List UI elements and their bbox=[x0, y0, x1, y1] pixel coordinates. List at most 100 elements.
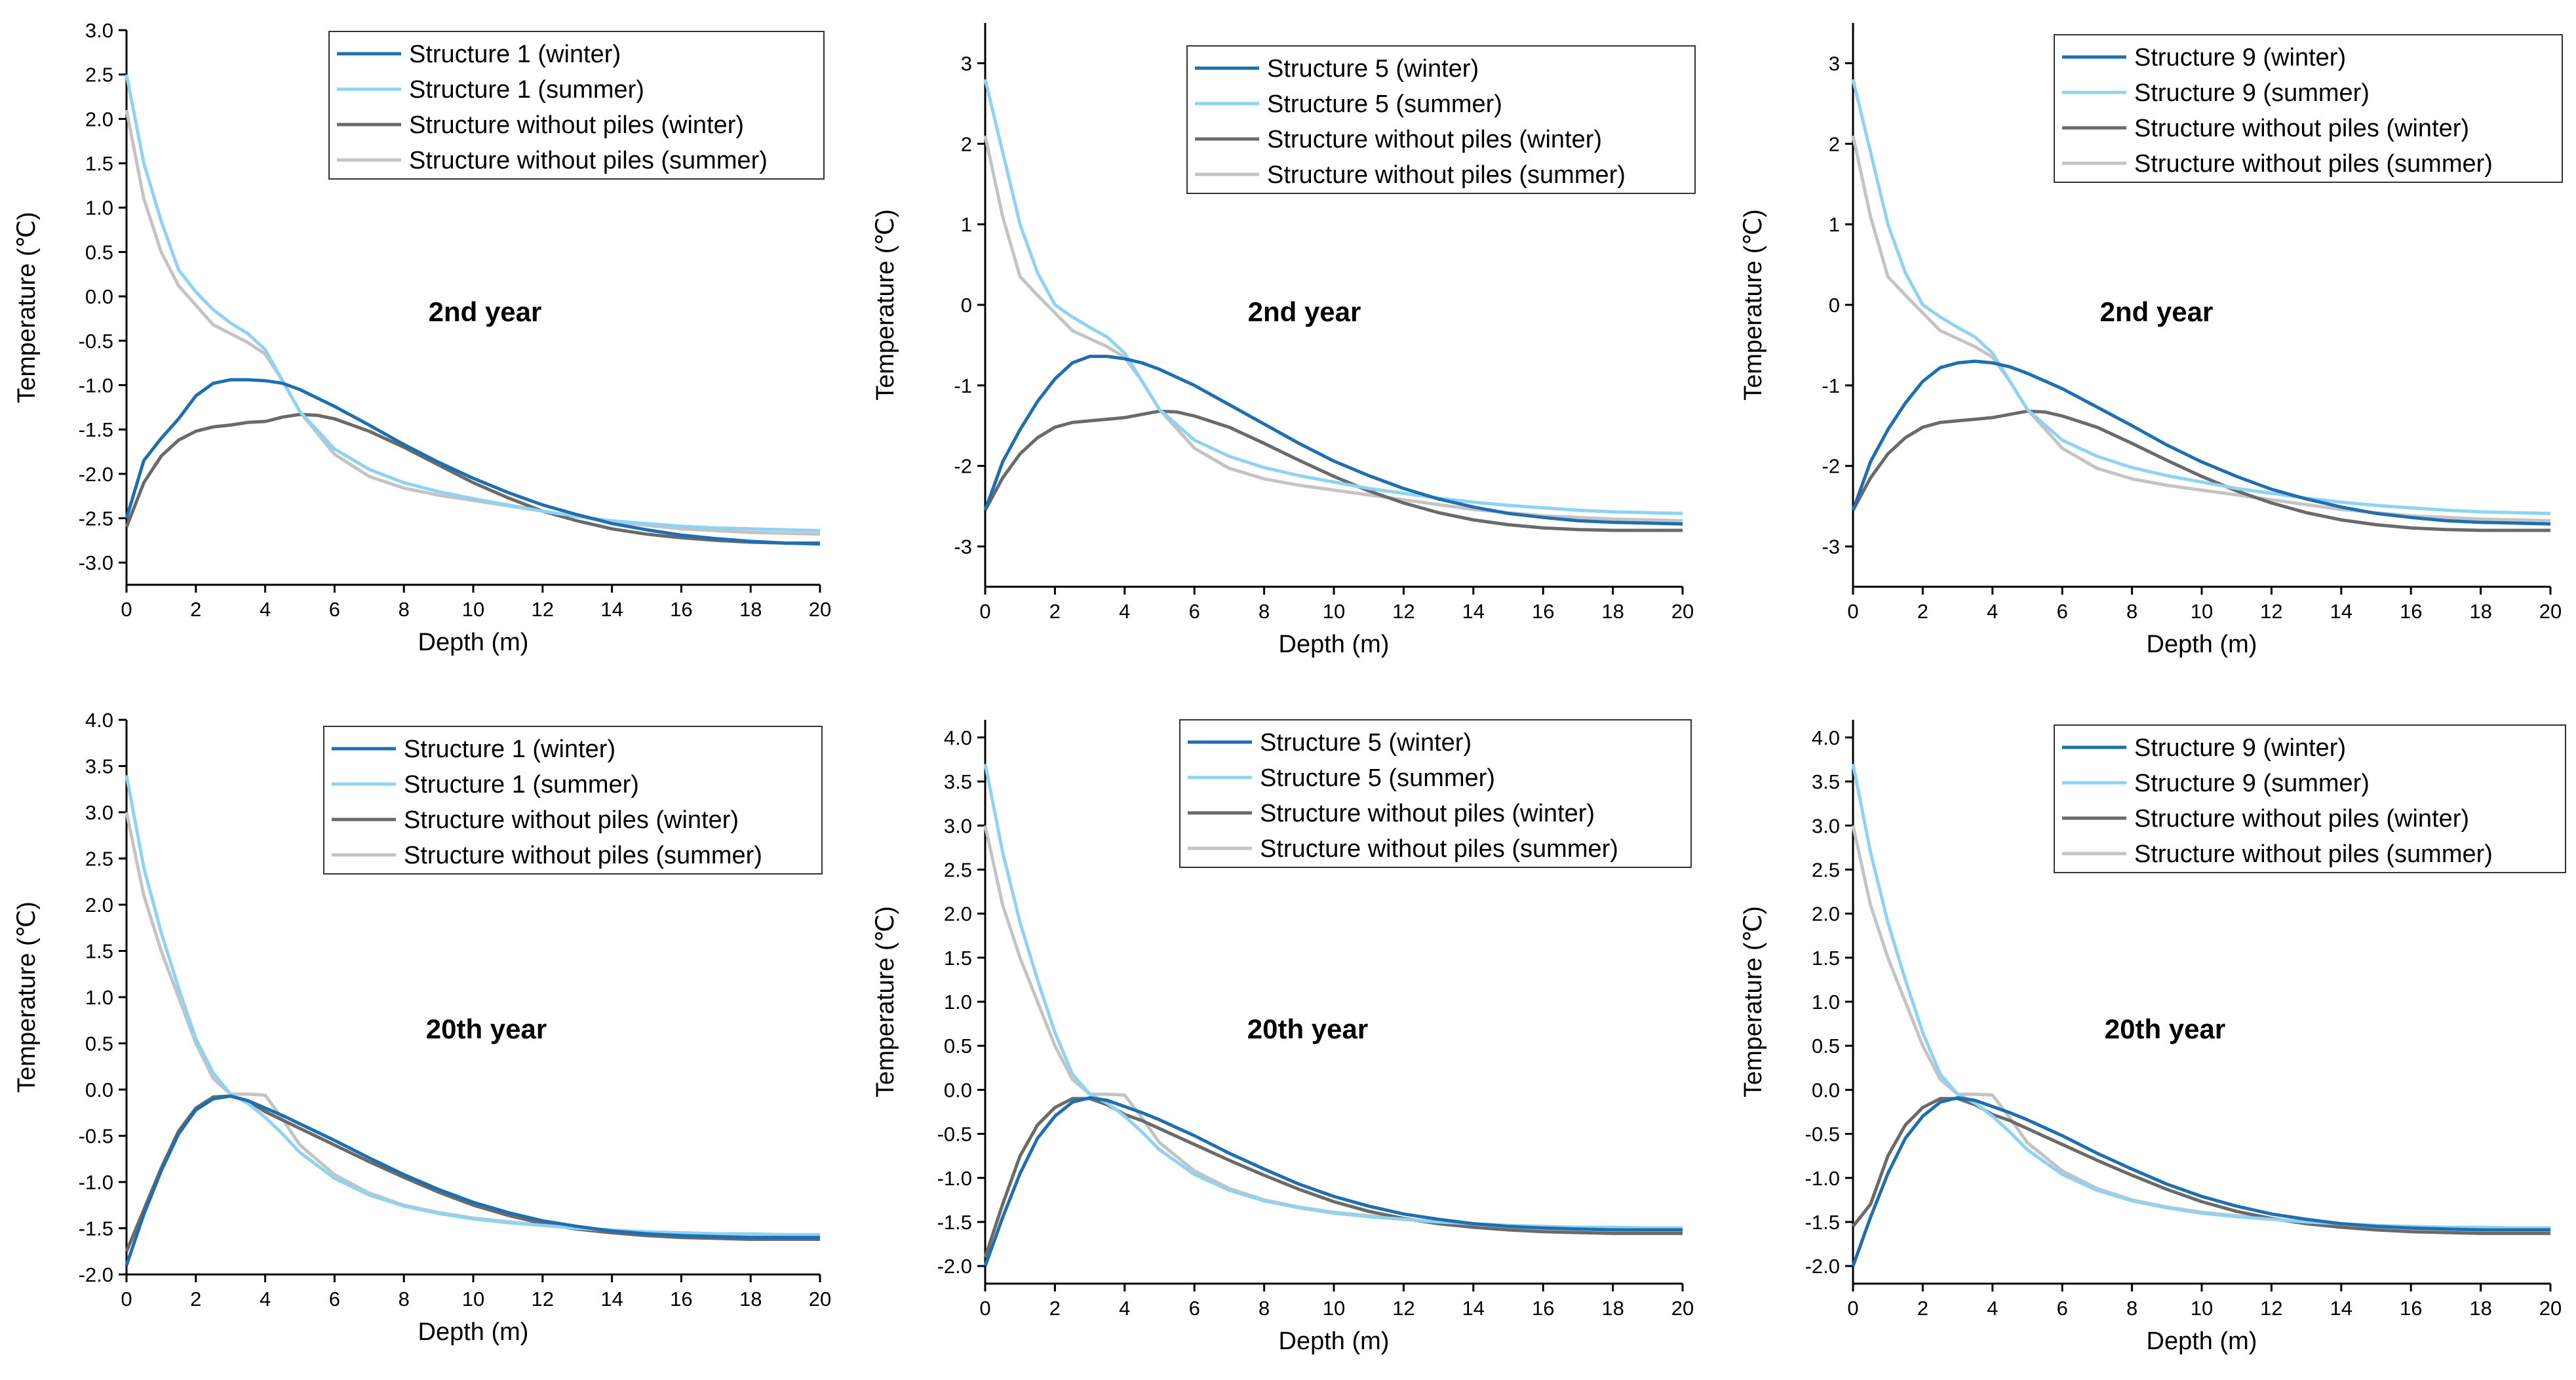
y-tick-label: 1.0 bbox=[1812, 991, 1840, 1014]
y-tick-label: -1.0 bbox=[79, 1171, 113, 1194]
y-tick-label: -2.0 bbox=[937, 1255, 972, 1278]
x-tick-label: 6 bbox=[1189, 600, 1200, 623]
legend-label: Structure without piles (summer) bbox=[2134, 840, 2493, 868]
y-tick-label: 1.0 bbox=[944, 991, 972, 1014]
legend: Structure 5 (winter) Structure 5 (summer)… bbox=[1179, 719, 1692, 868]
legend-box bbox=[2054, 724, 2566, 873]
series-line-structure-summer bbox=[125, 775, 820, 1236]
y-tick-label: 3.0 bbox=[85, 801, 113, 824]
series-line-structure-summer bbox=[1851, 79, 2551, 515]
y-tick-label: 2.5 bbox=[1812, 858, 1840, 881]
y-axis-title: Temperature (℃) bbox=[1740, 906, 1767, 1097]
x-tick-label: 0 bbox=[121, 1288, 132, 1311]
series-line-structure-winter bbox=[1851, 359, 2551, 526]
y-tick-label: 1.5 bbox=[85, 152, 113, 175]
y-tick-label: 4.0 bbox=[85, 709, 113, 732]
x-tick-label: 18 bbox=[739, 598, 762, 621]
legend-label: Structure without piles (summer) bbox=[409, 147, 768, 174]
y-tick-label: 4.0 bbox=[1812, 726, 1840, 749]
y-tick-label: 1.0 bbox=[85, 197, 113, 220]
x-tick-label: 12 bbox=[1392, 600, 1415, 623]
x-axis-title: Depth (m) bbox=[1279, 631, 1390, 658]
x-tick-label: 14 bbox=[2330, 600, 2352, 623]
y-tick-label: 2.5 bbox=[85, 64, 113, 87]
x-tick-label: 18 bbox=[2469, 600, 2491, 623]
x-tick-label: 2 bbox=[1049, 600, 1061, 623]
y-tick-label: -1.0 bbox=[1805, 1167, 1840, 1190]
x-tick-label: 8 bbox=[399, 598, 410, 621]
y-tick-label: 0.5 bbox=[944, 1035, 972, 1057]
y-tick-label: -3 bbox=[1822, 536, 1840, 559]
y-tick-label: -3.0 bbox=[79, 551, 113, 574]
x-tick-label: 12 bbox=[532, 598, 554, 621]
x-tick-label: 18 bbox=[1601, 1297, 1624, 1320]
x-tick-label: 6 bbox=[329, 598, 340, 621]
y-axis-title: Temperature (℃) bbox=[13, 212, 41, 403]
y-tick-label: -0.5 bbox=[79, 330, 113, 353]
y-tick-label: 3 bbox=[1829, 52, 1840, 75]
x-tick-label: 12 bbox=[2260, 600, 2282, 623]
x-tick-label: 4 bbox=[1987, 1297, 1998, 1320]
x-axis-title: Depth (m) bbox=[418, 629, 529, 656]
x-axis-title: Depth (m) bbox=[418, 1318, 529, 1346]
y-tick-label: 4.0 bbox=[944, 726, 972, 749]
x-tick-label: 12 bbox=[1392, 1297, 1415, 1320]
year-annotation: 2nd year bbox=[1248, 296, 1361, 327]
legend: Structure 9 (winter) Structure 9 (summer)… bbox=[2054, 34, 2563, 183]
chart-panel-1: 0 2 4 6 8 10 12 14 16 18 20 3.0 2.5 2.0 1.5 1.0 0.5 0.0 -0… bbox=[13, 19, 831, 656]
series-line-structure-winter bbox=[125, 1094, 820, 1266]
x-tick-label: 20 bbox=[1671, 600, 1694, 623]
series-line-nopile-winter bbox=[125, 412, 820, 545]
y-tick-label: 1.5 bbox=[1812, 947, 1840, 970]
y-tick-label: 2.0 bbox=[85, 108, 113, 130]
legend: Structure 9 (winter) Structure 9 (summer)… bbox=[2054, 724, 2566, 873]
series-line-structure-winter bbox=[983, 355, 1683, 526]
y-tick-label: -1.5 bbox=[937, 1211, 972, 1234]
y-tick-label: 0 bbox=[1829, 294, 1840, 317]
x-tick-label: 6 bbox=[2057, 1297, 2068, 1320]
x-tick-label: 10 bbox=[2191, 1297, 2213, 1320]
x-tick-label: 16 bbox=[670, 598, 692, 621]
x-tick-label: 18 bbox=[2469, 1297, 2491, 1320]
legend: Structure 1 (winter) Structure 1 (summer)… bbox=[328, 31, 825, 180]
y-axis-title: Temperature (℃) bbox=[872, 906, 899, 1097]
series-line-structure-summer bbox=[125, 74, 821, 532]
legend-label: Structure without piles (summer) bbox=[2134, 150, 2493, 178]
y-tick-label: -1.0 bbox=[79, 374, 113, 397]
x-tick-label: 16 bbox=[1532, 1297, 1554, 1320]
series-line-nopile-summer bbox=[125, 109, 821, 536]
x-tick-label: 8 bbox=[399, 1288, 410, 1311]
y-tick-label: 3 bbox=[961, 52, 972, 75]
x-tick-label: 16 bbox=[1532, 600, 1554, 623]
y-tick-label: -1.5 bbox=[79, 418, 113, 441]
y-tick-label: 3.5 bbox=[944, 770, 972, 793]
x-tick-label: 4 bbox=[260, 1288, 271, 1311]
x-tick-label: 10 bbox=[462, 598, 484, 621]
y-tick-label: 0.5 bbox=[1812, 1035, 1840, 1057]
y-tick-label: 2 bbox=[1829, 132, 1840, 155]
legend-box bbox=[1186, 45, 1696, 194]
year-annotation: 20th year bbox=[426, 1014, 547, 1044]
legend-label: Structure 9 (summer) bbox=[2134, 770, 2370, 797]
x-tick-label: 16 bbox=[2400, 600, 2422, 623]
y-tick-label: 1.0 bbox=[85, 986, 113, 1009]
x-tick-label: 0 bbox=[979, 1297, 990, 1320]
x-tick-label: 2 bbox=[1917, 1297, 1928, 1320]
x-tick-label: 20 bbox=[2539, 600, 2562, 623]
legend-label: Structure 9 (winter) bbox=[2134, 44, 2346, 71]
series-line-nopile-winter bbox=[125, 1094, 820, 1252]
legend-label: Structure without piles (summer) bbox=[404, 842, 762, 869]
legend-label: Structure 9 (summer) bbox=[2134, 79, 2370, 107]
y-tick-label: -3 bbox=[954, 536, 972, 559]
x-tick-label: 8 bbox=[2126, 600, 2137, 623]
x-tick-label: 12 bbox=[532, 1288, 554, 1311]
series-line-structure-summer bbox=[983, 79, 1683, 515]
series-line-nopile-winter bbox=[983, 1097, 1683, 1258]
y-tick-label: 2.5 bbox=[944, 858, 972, 881]
x-tick-label: 4 bbox=[1119, 1297, 1130, 1320]
legend-label: Structure 5 (winter) bbox=[1260, 729, 1472, 757]
y-tick-label: 2.5 bbox=[85, 848, 113, 871]
x-tick-label: 2 bbox=[1049, 1297, 1061, 1320]
y-tick-label: 3.0 bbox=[1812, 814, 1840, 837]
